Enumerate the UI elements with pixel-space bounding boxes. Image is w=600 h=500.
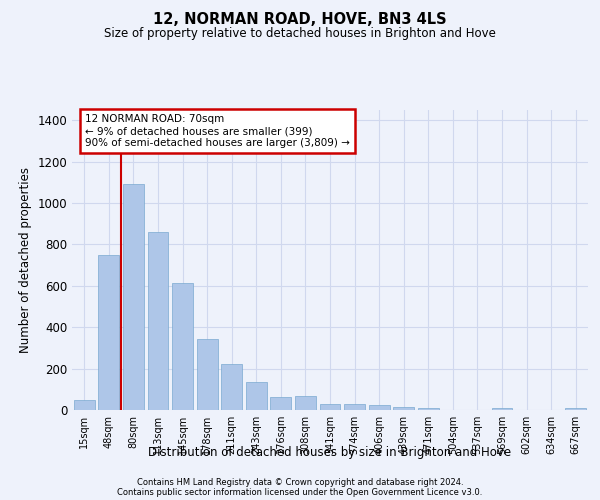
Bar [491, 408, 512, 410]
Text: Contains HM Land Registry data © Crown copyright and database right 2024.: Contains HM Land Registry data © Crown c… [137, 478, 463, 487]
Bar [123, 184, 144, 410]
Bar [197, 338, 218, 410]
Bar [221, 364, 242, 410]
Text: Distribution of detached houses by size in Brighton and Hove: Distribution of detached houses by size … [148, 446, 512, 459]
Bar [393, 407, 414, 410]
Text: 12 NORMAN ROAD: 70sqm
← 9% of detached houses are smaller (399)
90% of semi-deta: 12 NORMAN ROAD: 70sqm ← 9% of detached h… [85, 114, 350, 148]
Y-axis label: Number of detached properties: Number of detached properties [19, 167, 32, 353]
Text: 12, NORMAN ROAD, HOVE, BN3 4LS: 12, NORMAN ROAD, HOVE, BN3 4LS [153, 12, 447, 28]
Bar [98, 255, 119, 410]
Bar [271, 396, 292, 410]
Bar [344, 404, 365, 410]
Bar [418, 408, 439, 410]
Text: Size of property relative to detached houses in Brighton and Hove: Size of property relative to detached ho… [104, 28, 496, 40]
Bar [320, 404, 340, 410]
Bar [172, 283, 193, 410]
Bar [295, 396, 316, 410]
Text: Contains public sector information licensed under the Open Government Licence v3: Contains public sector information licen… [118, 488, 482, 497]
Bar [368, 406, 389, 410]
Bar [246, 382, 267, 410]
Bar [148, 232, 169, 410]
Bar [565, 408, 586, 410]
Bar [74, 400, 95, 410]
